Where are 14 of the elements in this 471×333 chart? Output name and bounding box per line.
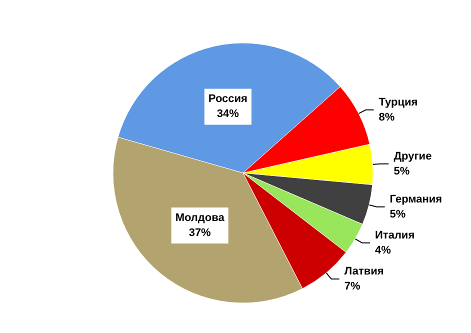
data-label: 4% (375, 244, 392, 256)
data-label: 8% (378, 111, 395, 124)
slice-label: Другие (394, 150, 432, 162)
slice-label: Турция (378, 96, 418, 108)
data-label: 5% (390, 208, 406, 220)
data-label: 7% (344, 280, 360, 293)
data-label: 5% (394, 165, 410, 178)
slice-label: Латвия (344, 266, 384, 278)
slice-label: Германия (390, 193, 442, 206)
data-label: 34% (216, 108, 240, 120)
slice-label: Россия (208, 93, 248, 106)
data-label: 37% (188, 227, 212, 240)
slice-label: Италия (375, 229, 415, 242)
slice-label: Молдова (175, 212, 226, 224)
